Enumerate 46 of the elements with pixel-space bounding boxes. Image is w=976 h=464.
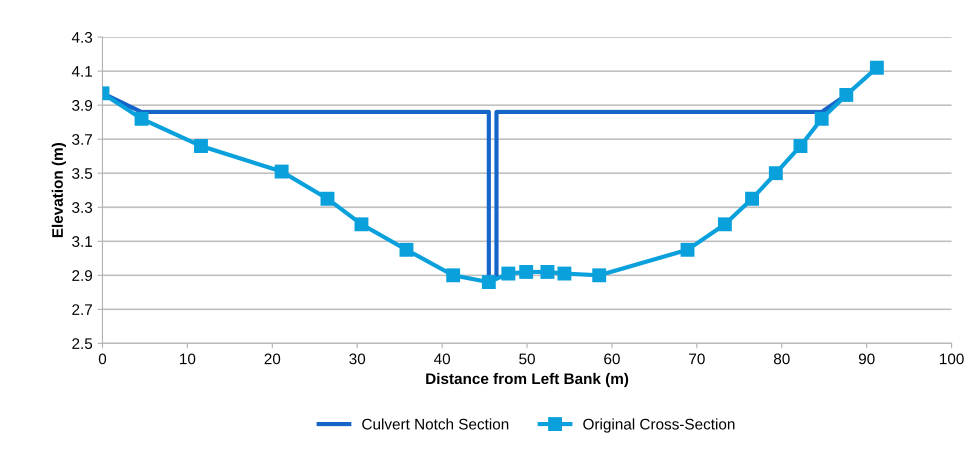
x-tick-label: 0: [98, 353, 106, 364]
y-tick-label: 3.1: [72, 236, 92, 247]
point: [718, 217, 732, 232]
point: [794, 139, 808, 153]
x-tick-label: 50: [519, 353, 535, 364]
point: [354, 217, 368, 232]
point: [320, 192, 334, 206]
point: [540, 264, 554, 279]
y-axis-title: Elevation (m): [52, 143, 66, 238]
y-tick-label: 3.3: [72, 202, 92, 213]
point: [814, 112, 829, 126]
point: [745, 192, 759, 206]
x-tick-label: 80: [774, 353, 790, 364]
point: [557, 266, 572, 281]
point: [839, 88, 854, 102]
x-axis-title: Distance from Left Bank (m): [426, 372, 628, 388]
point: [870, 60, 884, 75]
point: [274, 164, 289, 178]
point: [519, 264, 534, 279]
x-tick-label: 20: [264, 353, 280, 364]
point: [768, 166, 783, 180]
x-tick-label: 60: [604, 353, 620, 364]
y-tick-label: 2.5: [72, 338, 92, 350]
point: [680, 242, 694, 257]
x-tick-label: 10: [180, 353, 196, 364]
x-tick-label: 40: [434, 353, 450, 364]
y-tick-label: 3.9: [72, 100, 92, 111]
x-tick-label: 90: [858, 353, 875, 364]
legend-label: Culvert Notch Section: [362, 418, 508, 430]
x-tick-label: 100: [940, 353, 964, 364]
point: [446, 268, 460, 282]
y-tick-label: 2.7: [72, 304, 92, 315]
point: [134, 112, 148, 126]
y-tick-label: 3.5: [72, 168, 92, 179]
point: [501, 266, 516, 281]
y-tick-label: 2.9: [72, 270, 92, 281]
point: [194, 139, 208, 153]
point: [400, 242, 414, 257]
x-tick-label: 70: [689, 353, 705, 364]
y-tick-label: 4.1: [72, 66, 92, 77]
legend-label: Original Cross-Section: [583, 418, 734, 433]
y-tick-label: 4.3: [72, 32, 92, 43]
point: [482, 275, 496, 290]
y-tick-label: 3.7: [72, 134, 92, 145]
point: [592, 268, 606, 282]
x-tick-label: 30: [349, 353, 366, 364]
